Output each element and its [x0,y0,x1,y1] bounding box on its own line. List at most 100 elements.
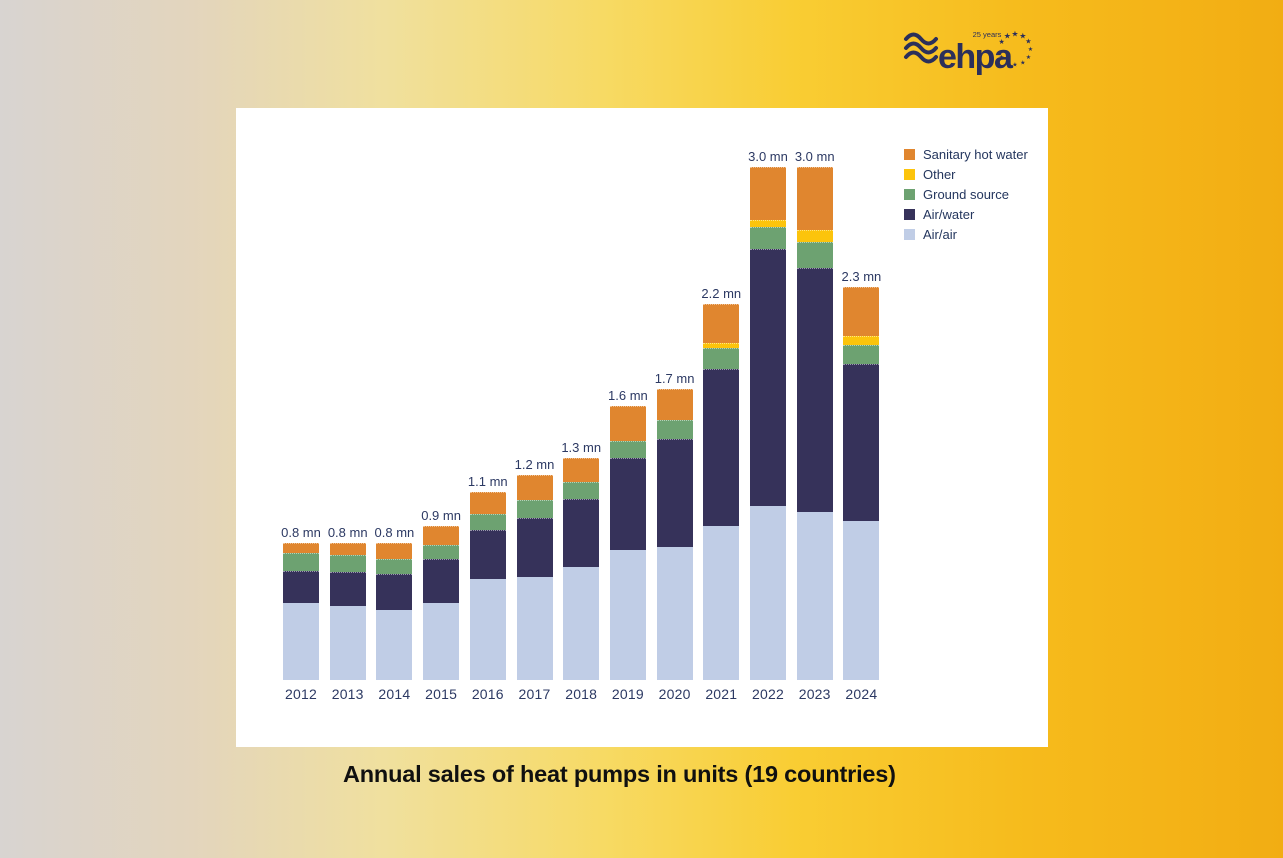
segment-air-air-2016 [469,579,506,680]
legend-label: Air/water [923,206,975,222]
segment-ground-source-2021 [703,348,740,369]
legend-item-air-water: Air/water [904,204,1028,224]
legend-label: Air/air [923,226,957,242]
bar-2021 [703,303,740,680]
segment-sanitary-hot-water-2022 [750,167,786,221]
bar-total-label-2022: 3.0 mn [748,149,788,164]
x-axis-label-2023: 2023 [798,686,831,702]
bar-total-label-2015: 0.9 mn [421,508,461,524]
bar-total-label-2018: 1.3 mn [561,439,602,455]
bar-2015 [423,526,460,680]
segment-air-water-2024 [843,363,880,521]
segment-air-water-2016 [469,529,506,580]
bar-2012 [283,543,319,680]
segment-other-2021 [703,343,740,349]
segment-air-air-2022 [750,505,786,680]
x-axis-label-2012: 2012 [285,686,317,702]
bar-total-label-2024: 2.3 mn [841,268,882,284]
bar-2017 [516,474,553,680]
segment-sanitary-hot-water-2023 [796,167,833,231]
segment-air-air-2015 [423,603,460,680]
legend-item-air-air: Air/air [904,224,1028,244]
segment-air-air-2013 [329,606,366,680]
segment-air-water-2014 [376,573,413,610]
segment-air-air-2019 [609,550,646,680]
bar-total-label-2021: 2.2 mn [701,285,742,301]
x-axis-label-2013: 2013 [331,686,364,702]
segment-air-water-2017 [516,517,553,578]
svg-text:★: ★ [999,54,1004,61]
bar-total-label-2023: 3.0 mn [794,149,835,164]
segment-air-water-2021 [703,368,740,527]
segment-air-air-2021 [703,526,740,680]
segment-ground-source-2020 [656,420,693,439]
segment-ground-source-2018 [563,481,600,499]
25-years-badge: 25 years [973,30,1002,39]
segment-air-air-2017 [516,577,553,680]
chart-panel: 2012 0.8 mn 2013 0.8 mn 2014 0.8 mn 2015 0.9 mn… [236,108,1048,747]
bar-2014 [376,543,413,680]
legend-item-other: Other [904,164,1028,184]
segment-air-air-2023 [796,512,833,680]
ehpa-brand-text: ehpa [938,38,1014,76]
x-axis-label-2020: 2020 [658,686,691,702]
bar-total-label-2016: 1.1 mn [467,473,508,489]
segment-sanitary-hot-water-2013 [329,543,366,556]
svg-text:★: ★ [1019,31,1026,40]
segment-air-water-2022 [750,249,786,506]
segment-sanitary-hot-water-2014 [376,543,413,559]
segment-ground-source-2013 [329,555,366,573]
svg-text:★: ★ [1011,29,1018,38]
segment-sanitary-hot-water-2020 [656,389,693,421]
segment-air-water-2019 [609,457,646,551]
waves-icon [904,32,938,64]
segment-other-2023 [796,230,833,243]
svg-text:★: ★ [1028,46,1033,53]
segment-sanitary-hot-water-2019 [609,406,646,441]
segment-ground-source-2024 [843,344,880,364]
x-axis-label-2015: 2015 [425,686,458,702]
segment-air-air-2020 [656,546,693,680]
segment-ground-source-2012 [283,553,319,571]
segment-air-water-2012 [283,570,319,604]
x-axis-label-2021: 2021 [705,686,738,702]
bar-2024 [843,286,880,680]
legend-swatch-ground-source [904,188,915,200]
segment-ground-source-2016 [469,514,506,530]
x-axis-label-2022: 2022 [752,686,784,702]
legend-swatch-air-water [904,208,915,220]
ehpa-logo-graphic: ehpa 25 years ★ ★ ★ ★ ★ ★ ★ ★ ★ ★ ★ [904,29,1033,76]
segment-air-air-2014 [376,609,413,680]
bar-total-label-2013: 0.8 mn [327,525,368,541]
svg-text:★: ★ [1020,60,1025,67]
legend-label: Other [923,166,956,182]
x-axis-label-2018: 2018 [565,686,598,702]
x-axis-label-2016: 2016 [471,686,504,702]
legend-swatch-air-air [904,228,915,240]
bar-total-label-2019: 1.6 mn [608,388,648,404]
chart-caption: Annual sales of heat pumps in units (19 … [343,761,896,787]
segment-ground-source-2022 [750,226,786,250]
bar-2022 [750,167,786,680]
x-axis-label-2024: 2024 [845,686,878,702]
bar-chart: 2012 0.8 mn 2013 0.8 mn 2014 0.8 mn 2015 0.9 mn… [236,108,1048,747]
x-axis-label-2017: 2017 [518,686,551,702]
segment-air-water-2023 [796,267,833,513]
x-axis-label-2019: 2019 [611,686,644,702]
svg-text:★: ★ [1025,38,1031,46]
segment-ground-source-2019 [609,440,646,458]
legend-label: Sanitary hot water [923,146,1028,162]
segment-air-water-2020 [656,438,693,547]
legend-label: Ground source [923,186,1009,202]
svg-text:★: ★ [1012,62,1017,69]
bar-total-label-2014: 0.8 mn [374,525,415,541]
segment-sanitary-hot-water-2012 [283,543,319,554]
segment-sanitary-hot-water-2024 [843,286,880,337]
segment-ground-source-2014 [376,558,413,574]
bar-2018 [563,457,600,680]
segment-air-air-2018 [563,567,600,680]
segment-air-water-2015 [423,558,460,604]
legend-swatch-other [904,168,915,180]
x-axis-label-2014: 2014 [378,686,411,702]
